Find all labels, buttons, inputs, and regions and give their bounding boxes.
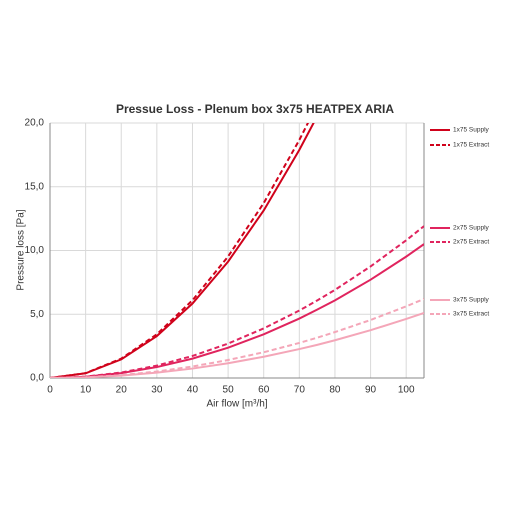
legend-label: 2x75 Supply <box>453 225 490 232</box>
legend-label: 3x75 Extract <box>453 311 489 318</box>
x-tick-label: 10 <box>80 385 92 396</box>
x-tick-label: 50 <box>223 385 235 396</box>
y-tick-label: 15,0 <box>25 181 45 192</box>
legend-label: 1x75 Supply <box>453 127 490 134</box>
x-tick-label: 100 <box>398 385 415 396</box>
y-axis-title: Pressure loss [Pa] <box>16 209 27 290</box>
x-axis-title: Air flow [m³/h] <box>206 399 267 410</box>
y-tick-label: 0,0 <box>30 373 44 384</box>
y-tick-label: 5,0 <box>30 309 44 320</box>
series-line <box>50 123 315 378</box>
series-line <box>50 225 424 378</box>
x-tick-label: 80 <box>329 385 341 396</box>
legend-label: 3x75 Supply <box>453 297 490 304</box>
x-tick-label: 0 <box>47 385 53 396</box>
y-tick-label: 20,0 <box>25 118 45 129</box>
series-line <box>50 312 424 378</box>
x-tick-label: 30 <box>151 385 163 396</box>
x-tick-label: 60 <box>258 385 270 396</box>
legend-label: 2x75 Extract <box>453 239 489 246</box>
x-tick-label: 20 <box>116 385 128 396</box>
x-tick-label: 40 <box>187 385 199 396</box>
legend-label: 1x75 Extract <box>453 142 489 149</box>
chart-title: Pressue Loss - Plenum box 3x75 HEATPEX A… <box>116 102 394 116</box>
series-line <box>50 243 424 378</box>
x-tick-label: 90 <box>365 385 377 396</box>
series-line <box>50 123 310 378</box>
y-tick-label: 10,0 <box>25 245 45 256</box>
x-tick-label: 70 <box>294 385 306 396</box>
